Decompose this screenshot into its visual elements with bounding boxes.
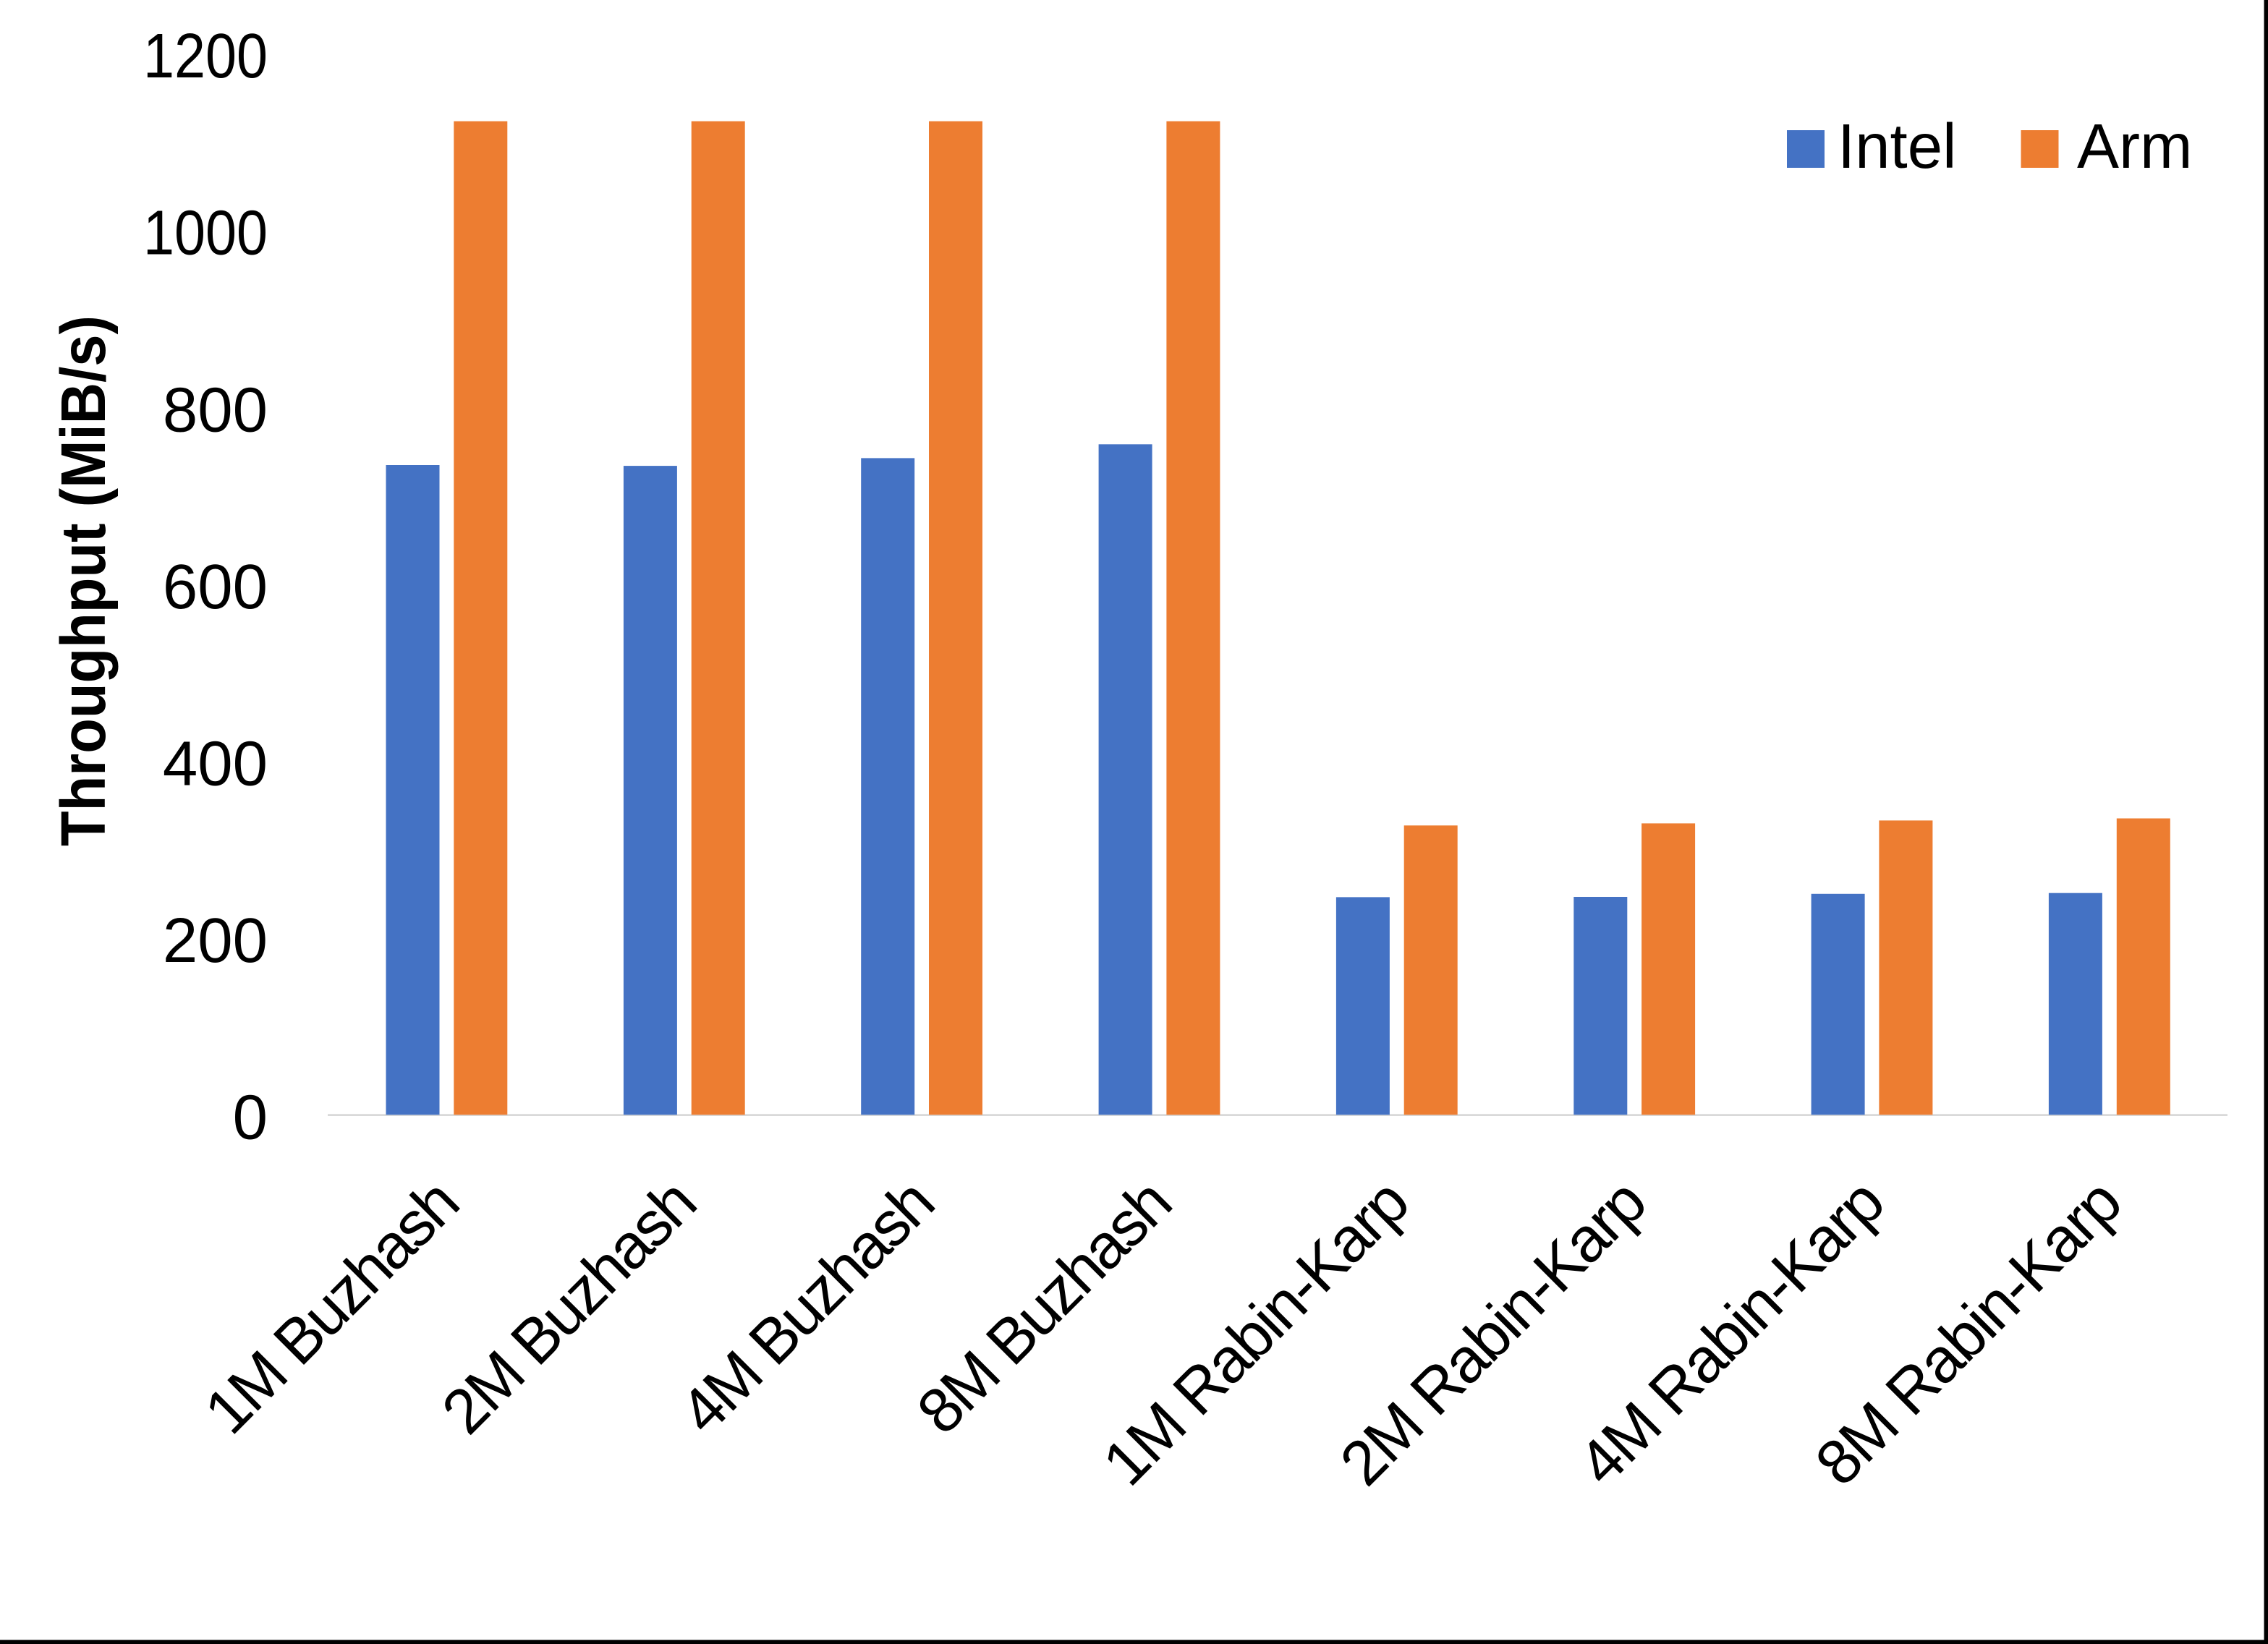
svg-text:600: 600 — [163, 552, 268, 622]
svg-text:Arm: Arm — [2077, 111, 2192, 182]
svg-text:0: 0 — [233, 1083, 268, 1153]
svg-text:1200: 1200 — [143, 21, 268, 91]
svg-text:Throughput (MiB/s): Throughput (MiB/s) — [48, 315, 119, 846]
svg-text:1000: 1000 — [143, 198, 268, 268]
svg-text:400: 400 — [163, 728, 268, 798]
svg-text:800: 800 — [163, 375, 268, 445]
svg-text:200: 200 — [163, 906, 268, 976]
svg-text:Intel: Intel — [1838, 111, 1956, 182]
